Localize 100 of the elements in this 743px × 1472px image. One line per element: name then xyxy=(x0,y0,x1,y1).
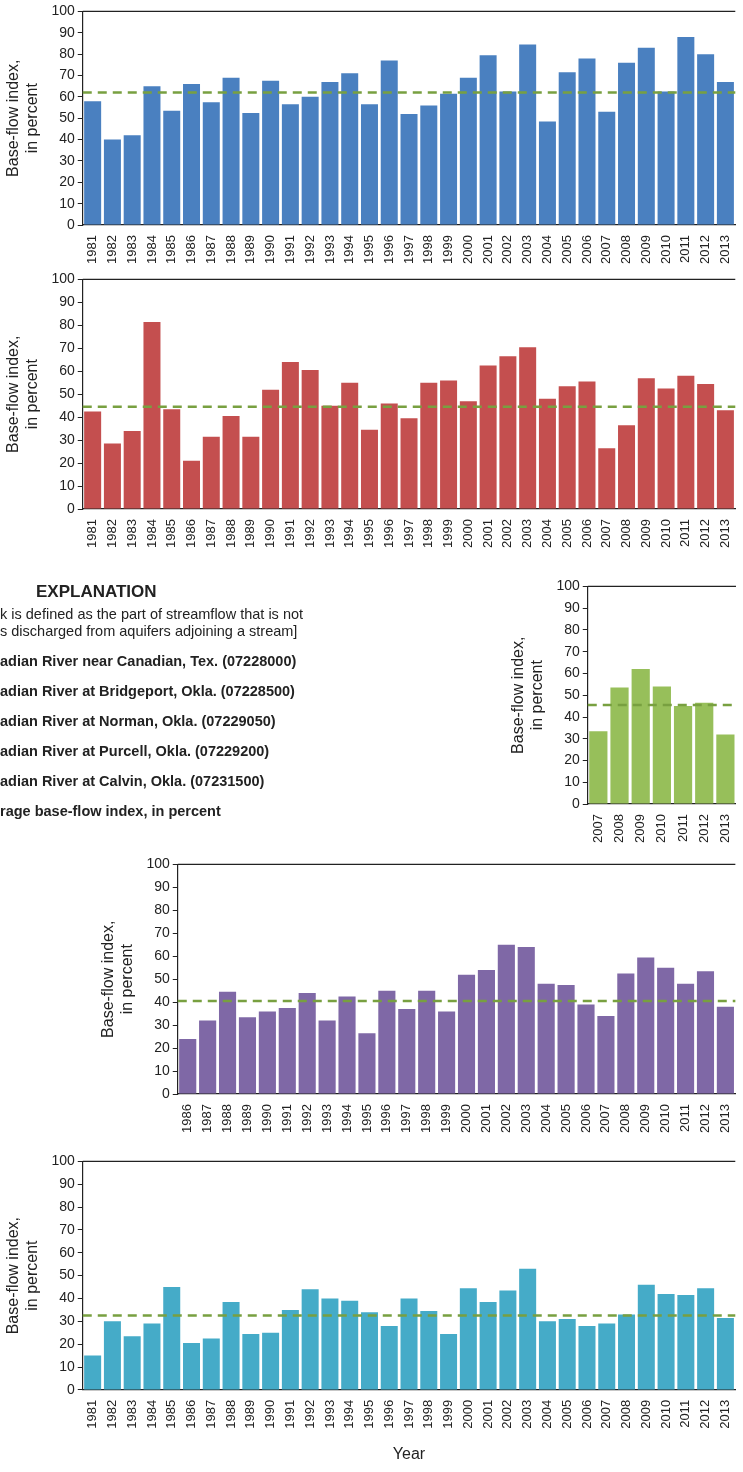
x-tick-label: 1993 xyxy=(321,519,337,548)
bar xyxy=(242,1333,260,1390)
y-tick-label: 20 xyxy=(59,173,75,190)
x-tick-label: 2013 xyxy=(716,519,732,548)
y-tick-label: 40 xyxy=(564,707,580,724)
x-tick-label: 1998 xyxy=(418,1104,434,1133)
bar xyxy=(84,411,102,509)
text: EXPLANATION xyxy=(35,582,158,602)
bar xyxy=(440,380,458,509)
bar xyxy=(321,405,339,509)
bar xyxy=(84,101,102,225)
x-tick-label: 1986 xyxy=(183,519,199,548)
x-tick-label: 1988 xyxy=(219,1104,235,1133)
bar xyxy=(459,1288,477,1390)
x-tick-label: 2007 xyxy=(589,814,605,843)
bar xyxy=(610,687,629,804)
x-tick-label: 1986 xyxy=(183,235,199,264)
bar xyxy=(716,734,735,804)
y-tick-label: 70 xyxy=(59,66,75,83)
y-tick-label: 80 xyxy=(59,316,75,333)
y-tick-label: 100 xyxy=(556,577,580,594)
x-tick-label: 2008 xyxy=(618,1399,634,1429)
bar xyxy=(202,1338,220,1390)
bar xyxy=(538,398,556,509)
bar xyxy=(695,702,714,804)
y-tick-label: 100 xyxy=(51,1152,75,1169)
bar xyxy=(123,135,141,225)
bar xyxy=(697,383,715,509)
x-tick-label: 1993 xyxy=(321,1399,337,1429)
bar xyxy=(558,386,576,509)
y-tick-label: 100 xyxy=(146,855,170,872)
text: adian River near Canadian, Tex. (07228000) xyxy=(0,653,298,669)
x-tick-label: 1999 xyxy=(440,235,456,264)
x-tick-label: 1989 xyxy=(242,519,258,548)
x-tick-label: 1983 xyxy=(123,1399,139,1429)
y-tick-label: 80 xyxy=(154,901,170,918)
bar xyxy=(438,1011,456,1094)
x-tick-label: 2011 xyxy=(677,235,693,264)
bar xyxy=(657,967,675,1094)
x-tick-label: 1990 xyxy=(262,519,278,548)
bar xyxy=(380,1325,398,1390)
y-tick-label: 30 xyxy=(59,1312,75,1329)
x-tick-label: 2012 xyxy=(697,1399,713,1429)
bar xyxy=(222,1301,240,1390)
y-tick-label: 50 xyxy=(59,1266,75,1283)
bar xyxy=(479,55,497,225)
y-axis-title: Base-flow index, in percent xyxy=(4,335,41,453)
x-tick-label: 1995 xyxy=(361,1399,377,1429)
y-tick-label: 50 xyxy=(564,686,580,703)
bar xyxy=(677,1295,695,1390)
bar xyxy=(578,58,596,225)
bar xyxy=(598,448,616,509)
bar xyxy=(321,81,339,225)
y-tick-label: 20 xyxy=(564,751,580,768)
x-tick-label: 1999 xyxy=(440,1399,456,1429)
y-tick-label: 0 xyxy=(66,215,75,232)
x-tick-label: 1988 xyxy=(222,1399,238,1429)
x-tick-label: 1981 xyxy=(84,235,100,264)
x-tick-label: 2013 xyxy=(716,1104,732,1133)
bar xyxy=(84,1355,102,1390)
bar xyxy=(318,1020,336,1094)
bar xyxy=(281,104,299,225)
bar xyxy=(143,86,161,225)
bar xyxy=(558,1319,576,1390)
bar xyxy=(123,430,141,509)
y-tick-label: 20 xyxy=(59,1335,75,1352)
x-tick-label: 1986 xyxy=(183,1399,199,1429)
bar xyxy=(617,973,635,1094)
bar xyxy=(103,139,121,225)
x-tick-label: 1995 xyxy=(361,235,377,264)
bar xyxy=(278,1007,296,1094)
x-tick-label: 1985 xyxy=(163,1399,179,1429)
y-tick-label: 0 xyxy=(161,1084,170,1101)
bar xyxy=(657,91,675,225)
bar xyxy=(637,378,655,509)
y-tick-label: 60 xyxy=(59,1243,75,1260)
x-tick-label: 2003 xyxy=(519,519,535,548)
x-tick-label: 1988 xyxy=(222,519,238,548)
bar xyxy=(557,984,575,1094)
bar xyxy=(618,1314,636,1390)
bar xyxy=(301,1289,319,1390)
x-tick-label: 1983 xyxy=(123,235,139,264)
x-tick-label: 2008 xyxy=(618,519,634,548)
bar xyxy=(202,436,220,509)
y-tick-label: 0 xyxy=(66,499,75,516)
y-tick-label: 80 xyxy=(59,1197,75,1214)
text: adian River at Purcell, Okla. (07229200) xyxy=(0,743,271,759)
x-tick-label: 1994 xyxy=(338,1104,354,1133)
x-tick-label: 1995 xyxy=(361,519,377,548)
bar xyxy=(262,389,280,509)
bar xyxy=(163,1287,181,1390)
x-tick-label: 1997 xyxy=(400,519,416,548)
bar xyxy=(598,1323,616,1390)
x-tick-label: 1995 xyxy=(358,1104,374,1133)
bar xyxy=(258,1011,276,1094)
x-tick-label: 1992 xyxy=(301,519,317,548)
x-tick-label: 1987 xyxy=(199,1104,215,1133)
x-tick-label: 2008 xyxy=(617,1104,633,1133)
y-tick-label: 0 xyxy=(571,794,580,811)
x-tick-label: 2000 xyxy=(459,519,475,548)
